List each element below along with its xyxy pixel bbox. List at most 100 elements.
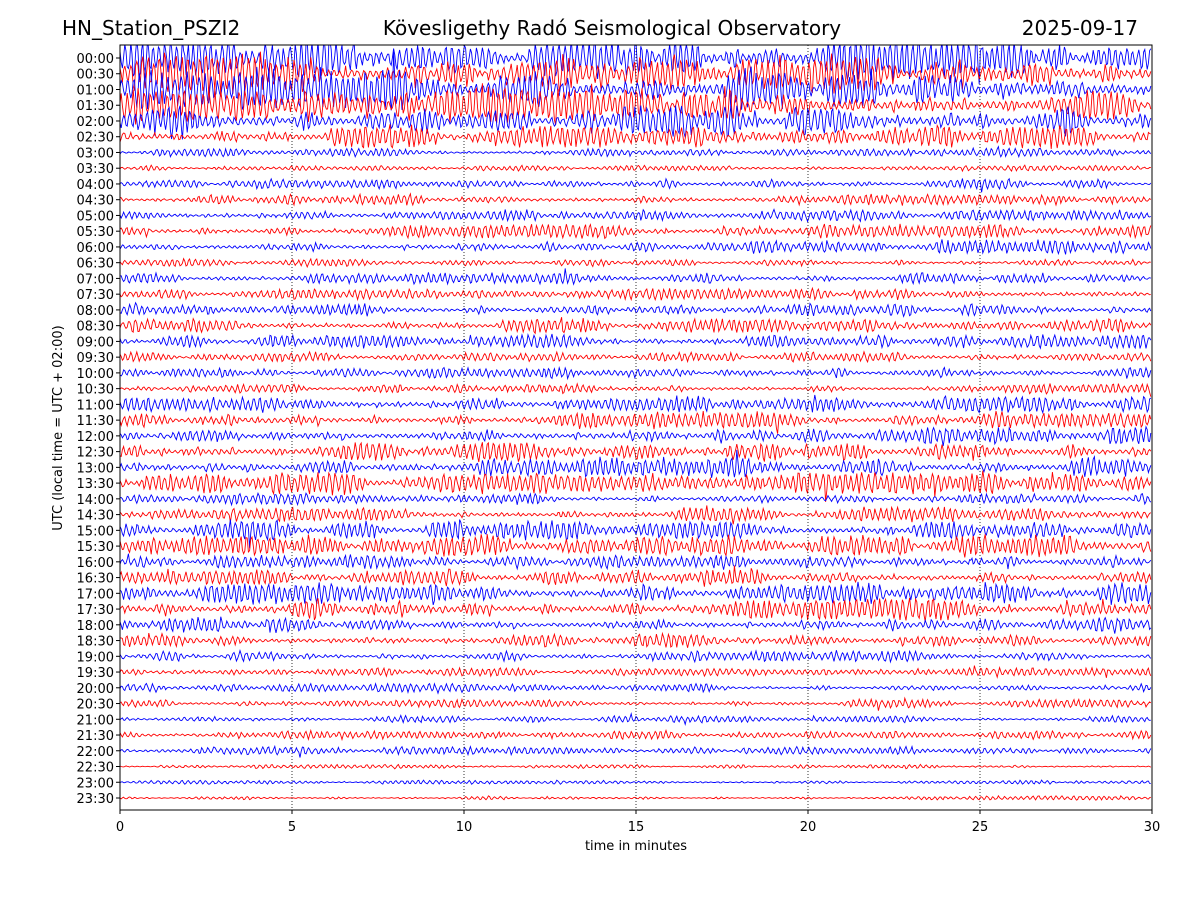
traces [120, 45, 1152, 801]
seismic-trace [120, 441, 1152, 463]
seismic-trace [120, 763, 1152, 770]
seismic-trace [120, 565, 1152, 587]
seismic-trace [120, 177, 1152, 193]
seismic-trace [120, 597, 1152, 622]
y-tick-label: 01:00 [77, 83, 114, 98]
seismic-trace [120, 505, 1152, 525]
seismic-trace [120, 239, 1152, 256]
x-tick-label: 15 [628, 820, 645, 835]
y-tick-label: 23:30 [77, 792, 114, 807]
seismic-trace [120, 164, 1151, 173]
y-tick-label: 21:30 [77, 729, 114, 744]
seismic-trace [120, 649, 1152, 664]
seismic-trace [120, 712, 1151, 726]
y-tick-label: 16:30 [77, 572, 114, 587]
y-tick-label: 03:30 [77, 162, 114, 177]
y-tick-label: 15:00 [77, 524, 114, 539]
x-tick-label: 20 [800, 820, 817, 835]
station-name: HN_Station_PSZI2 [62, 16, 240, 40]
seismic-trace [120, 581, 1152, 606]
seismic-trace [120, 268, 1151, 286]
seismic-trace [120, 631, 1152, 649]
seismic-trace [120, 696, 1152, 711]
y-tick-label: 13:00 [77, 461, 114, 476]
y-tick-label: 04:00 [77, 178, 114, 193]
seismic-trace [120, 257, 1151, 269]
y-tick-label: 17:00 [77, 587, 114, 602]
seismic-trace [120, 553, 1152, 571]
seismic-trace [120, 665, 1152, 679]
y-tick-label: 10:00 [77, 367, 114, 382]
seismic-trace [120, 366, 1152, 381]
seismic-trace [120, 145, 1152, 159]
seismic-trace [120, 519, 1152, 549]
seismic-trace [120, 333, 1152, 350]
seismic-trace [120, 394, 1152, 415]
date: 2025-09-17 [1022, 16, 1138, 40]
seismic-trace [120, 449, 1152, 478]
y-tick-label: 23:00 [77, 776, 114, 791]
seismic-trace [120, 192, 1152, 207]
y-tick-label: 07:30 [77, 288, 114, 303]
y-tick-label: 14:30 [77, 509, 114, 524]
y-tick-label: 05:00 [77, 209, 114, 224]
y-tick-label: 21:00 [77, 713, 114, 728]
y-tick-label: 08:00 [77, 304, 114, 319]
x-tick-label: 0 [116, 820, 124, 835]
seismic-trace [120, 728, 1152, 742]
y-tick-label: 22:00 [77, 745, 114, 760]
y-tick-label: 15:30 [77, 540, 114, 555]
y-tick-label: 18:30 [77, 635, 114, 650]
y-tick-label: 11:30 [77, 414, 114, 429]
y-tick-label: 13:30 [77, 477, 114, 492]
y-tick-label: 02:30 [77, 131, 114, 146]
y-tick-label: 14:00 [77, 493, 114, 508]
seismic-trace [120, 317, 1152, 335]
y-tick-label: 05:30 [77, 225, 114, 240]
y-tick-label: 11:00 [77, 398, 114, 413]
y-tick-label: 20:30 [77, 698, 114, 713]
y-tick-label: 18:00 [77, 619, 114, 634]
y-tick-label: 10:30 [77, 383, 114, 398]
y-tick-label: 22:30 [77, 761, 114, 776]
y-tick-label: 12:00 [77, 430, 114, 445]
seismic-trace [120, 382, 1152, 397]
y-tick-label: 08:30 [77, 320, 114, 335]
y-tick-label: 09:00 [77, 335, 114, 350]
seismic-trace [120, 286, 1151, 302]
seismic-trace [120, 744, 1152, 758]
x-tick-label: 10 [456, 820, 473, 835]
seismic-trace [120, 794, 1151, 801]
seismic-trace [120, 410, 1152, 434]
y-tick-label: 19:00 [77, 650, 114, 665]
x-tick-label: 30 [1144, 820, 1161, 835]
y-tick-label: 09:30 [77, 351, 114, 366]
y-tick-label: 00:30 [77, 68, 114, 83]
seismic-trace [120, 492, 1152, 507]
seismic-trace [120, 123, 1151, 149]
y-tick-label: 12:30 [77, 446, 114, 461]
y-tick-label: 06:00 [77, 241, 114, 256]
seismic-trace [120, 45, 1152, 85]
y-tick-label: 00:00 [77, 52, 114, 67]
seismic-trace [120, 470, 1152, 502]
seismic-trace [120, 350, 1152, 364]
y-tick-label: 07:00 [77, 272, 114, 287]
y-tick-label: 17:30 [77, 603, 114, 618]
y-tick-label: 01:30 [77, 99, 114, 114]
seismic-trace [120, 105, 1152, 140]
seismic-trace [120, 425, 1152, 447]
chart-title: Kövesligethy Radó Seismological Observat… [383, 16, 841, 40]
y-axis-label: UTC (local time = UTC + 02:00) [51, 325, 66, 530]
y-tick-label: 16:00 [77, 556, 114, 571]
x-axis-label: time in minutes [585, 839, 687, 854]
y-tick-label: 03:00 [77, 146, 114, 161]
seismic-trace [120, 301, 1152, 318]
seismic-trace [120, 534, 1152, 558]
seismic-trace [120, 208, 1152, 224]
seismic-trace [120, 616, 1152, 634]
seismic-trace [120, 51, 1152, 112]
seismic-trace [120, 682, 1152, 695]
x-tick-label: 5 [288, 820, 296, 835]
